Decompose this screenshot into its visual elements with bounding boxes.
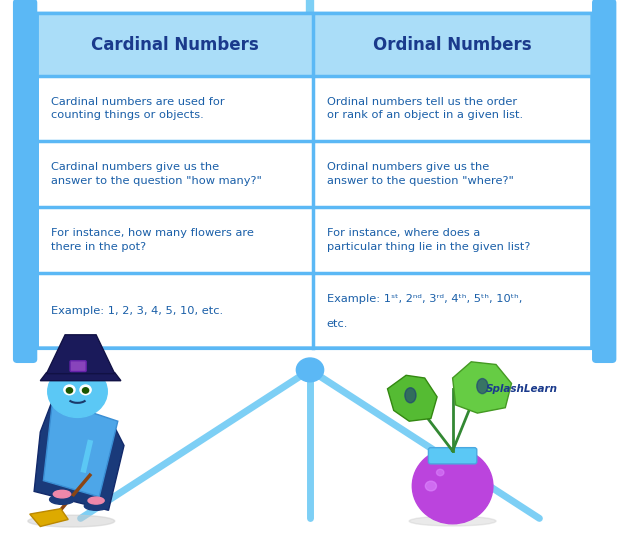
Polygon shape [43, 400, 118, 497]
FancyBboxPatch shape [37, 14, 592, 76]
Text: Ordinal numbers give us the
answer to the question "where?": Ordinal numbers give us the answer to th… [327, 163, 513, 186]
Polygon shape [46, 335, 115, 374]
FancyBboxPatch shape [428, 448, 477, 464]
Text: Cardinal numbers are used for
counting things or objects.: Cardinal numbers are used for counting t… [51, 97, 224, 120]
Ellipse shape [409, 516, 496, 526]
Ellipse shape [50, 495, 74, 504]
Ellipse shape [53, 490, 71, 498]
Text: etc.: etc. [327, 319, 348, 329]
Circle shape [82, 388, 89, 393]
Ellipse shape [412, 448, 493, 524]
Text: Ordinal Numbers: Ordinal Numbers [373, 36, 532, 53]
Circle shape [64, 385, 75, 395]
Text: Ordinal numbers tell us the order
or rank of an object in a given list.: Ordinal numbers tell us the order or ran… [327, 97, 523, 120]
Text: For instance, how many flowers are
there in the pot?: For instance, how many flowers are there… [51, 228, 254, 252]
Polygon shape [388, 375, 437, 421]
Text: For instance, where does a
particular thing lie in the given list?: For instance, where does a particular th… [327, 228, 530, 252]
FancyBboxPatch shape [37, 14, 592, 348]
Text: Example: 1ˢᵗ, 2ⁿᵈ, 3ʳᵈ, 4ᵗʰ, 5ᵗʰ, 10ᵗʰ,: Example: 1ˢᵗ, 2ⁿᵈ, 3ʳᵈ, 4ᵗʰ, 5ᵗʰ, 10ᵗʰ, [327, 294, 522, 304]
FancyBboxPatch shape [593, 0, 616, 362]
Text: Example: 1, 2, 3, 4, 5, 10, etc.: Example: 1, 2, 3, 4, 5, 10, etc. [51, 306, 223, 315]
FancyBboxPatch shape [70, 361, 86, 372]
Ellipse shape [405, 388, 416, 403]
Ellipse shape [425, 481, 436, 491]
Polygon shape [453, 362, 511, 413]
Polygon shape [30, 509, 68, 526]
Circle shape [296, 358, 324, 382]
Ellipse shape [88, 497, 104, 504]
Ellipse shape [477, 379, 488, 394]
Ellipse shape [436, 469, 444, 476]
Text: SplashLearn: SplashLearn [486, 384, 558, 394]
Ellipse shape [84, 502, 108, 510]
Circle shape [80, 385, 91, 395]
Ellipse shape [28, 515, 115, 527]
Circle shape [66, 388, 73, 393]
Circle shape [48, 366, 107, 417]
Polygon shape [40, 373, 121, 381]
Polygon shape [34, 400, 124, 510]
Text: Cardinal numbers give us the
answer to the question "how many?": Cardinal numbers give us the answer to t… [51, 163, 262, 186]
Text: Cardinal Numbers: Cardinal Numbers [91, 36, 259, 53]
FancyBboxPatch shape [14, 0, 37, 362]
